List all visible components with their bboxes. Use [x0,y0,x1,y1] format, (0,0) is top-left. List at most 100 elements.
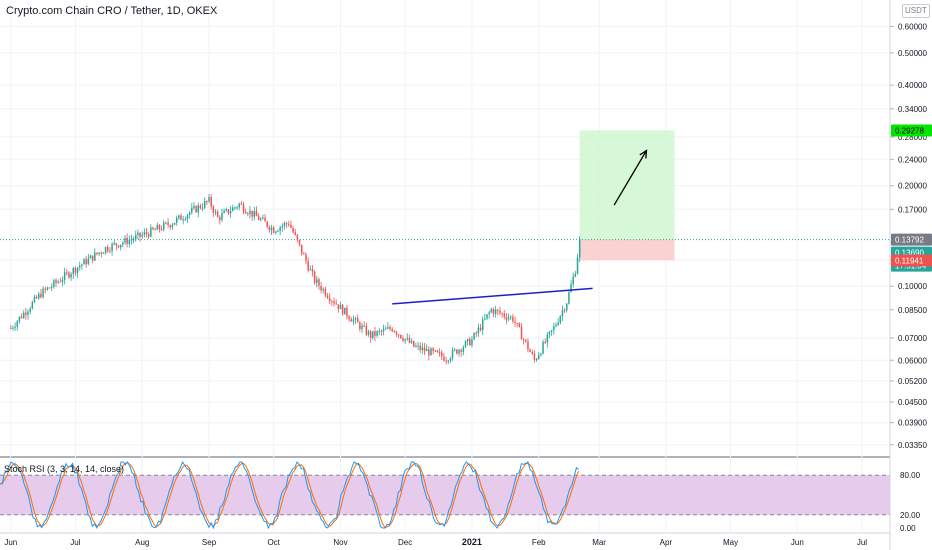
candle-body [68,272,70,278]
x-tick-label: Apr [660,538,673,547]
candle-body [376,331,378,336]
candle-body [303,253,305,255]
candle-body [550,329,553,332]
candle-body [361,325,363,330]
candle-body [156,225,159,230]
candle-body [277,230,279,232]
candle-body [447,360,449,362]
candle-body [186,215,189,220]
profit-zone[interactable] [579,130,675,240]
candle-body [18,316,21,322]
y-tick-label: 0.34000 [898,105,927,114]
candle-body [402,338,404,341]
candle-body [419,345,421,350]
candle-body [372,331,374,339]
candle-body [279,227,281,231]
x-tick-label: Jul [70,538,80,547]
candle-body [322,288,324,291]
candle-body [234,207,236,209]
candle-body [227,209,230,214]
candle-body [150,227,152,237]
candle-body [165,222,167,224]
candle-body [486,314,488,319]
candle-body [438,352,441,354]
candle-body [509,316,512,318]
candle-body [367,331,370,335]
candle-body [31,301,34,309]
candle-body [320,285,322,291]
candle-body [574,273,577,277]
candle-body [305,254,307,262]
candle-body [115,243,118,246]
candle-body [542,341,544,354]
price-badge-label: 0.29278 [895,126,924,135]
price-badge [891,233,932,246]
candle-body [533,353,536,360]
candle-body [540,353,542,356]
candle-body [451,349,454,359]
candle-body [180,215,182,220]
candle-body [87,258,90,265]
candle-body [244,211,247,214]
candle-body [531,352,534,354]
candle-body [171,224,174,228]
time-axis[interactable]: Jun Jul Aug Sep Oct Nov Dec 2021 Feb Mar Apr May Jun… [0,532,890,547]
candle-body [14,326,16,328]
candle-body [471,339,473,346]
long-position-tool[interactable] [0,130,890,261]
drawings[interactable] [392,149,648,305]
y-tick-label: 0.05200 [898,377,927,386]
candle-body [318,279,320,286]
currency-button[interactable]: USDT [902,4,930,18]
candle-body [48,287,51,289]
y-tick-label: 0.04500 [898,398,927,407]
grid [0,0,890,532]
candle-body [122,242,124,245]
candle-body [219,217,221,220]
candle-body [270,227,273,231]
candle-body [124,237,126,243]
trendline[interactable] [392,287,593,305]
price-axis[interactable]: 0.60000 0.50000 0.40000 0.34000 0.28000 0.240… [889,0,927,550]
candle-body [210,197,212,207]
candle-body [363,325,365,327]
candle-body [158,225,161,230]
stoch-d-line [0,462,580,529]
x-tick-label: Nov [333,538,347,547]
x-tick-label: Jun [4,538,17,547]
candle-body [380,330,383,332]
candle-body [559,316,562,323]
candle-body [203,201,206,208]
candle-body [412,341,415,347]
candle-body [61,279,64,282]
candle-body [40,293,42,298]
y-tick-label: 0.28000 [898,133,927,142]
candle-body [434,350,437,352]
candle-body [449,358,452,361]
candle-body [546,334,549,343]
candle-body [257,216,260,221]
candle-body [229,211,232,214]
candle-body [249,210,251,215]
candle-body [555,324,557,327]
arrow-line[interactable] [613,150,648,206]
candle-body [240,203,243,205]
price-badge-label: 0.13792 [895,236,924,245]
candle-body [135,235,137,240]
candle-body [544,341,546,343]
loss-zone[interactable] [579,239,675,261]
candle-body [188,212,191,216]
candle-body [154,229,156,231]
candle-body [499,310,501,314]
candle-body [259,218,262,221]
y-tick-label: 0.03900 [898,419,927,428]
candle-body [72,268,75,275]
candle-body [152,227,154,230]
candle-body [63,272,66,280]
candle-body [529,349,531,353]
candle-body [281,225,284,228]
candle-body [216,211,219,218]
candle-body [137,232,139,236]
